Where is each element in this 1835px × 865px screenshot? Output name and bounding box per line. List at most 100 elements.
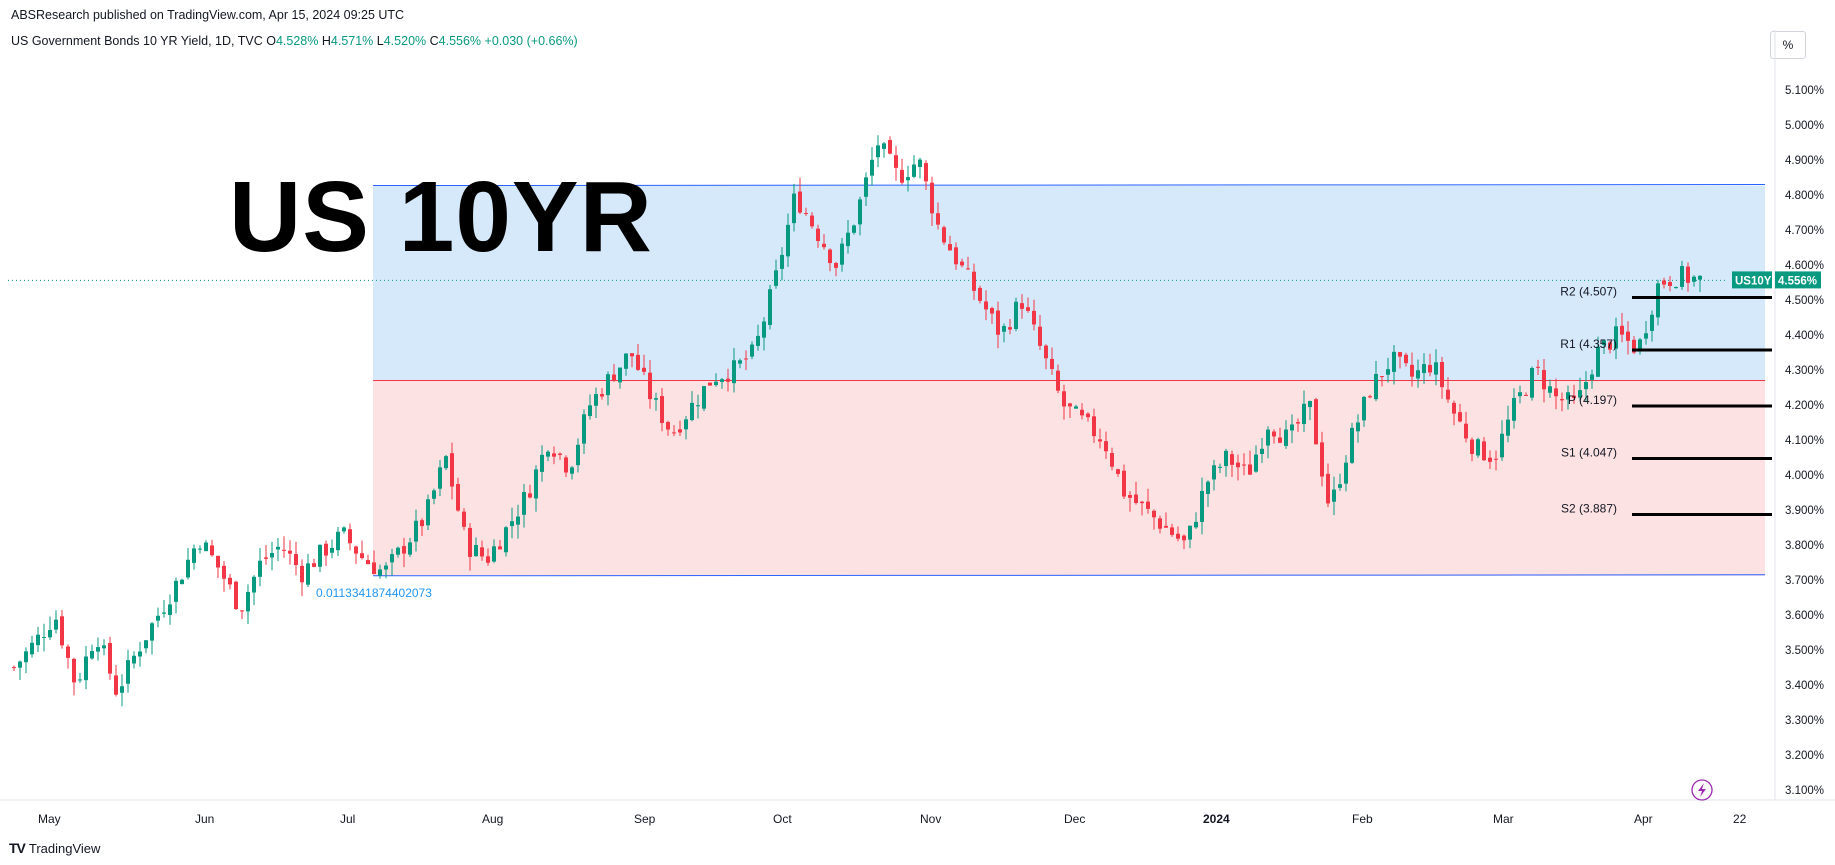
ohlc-high-key: H — [321, 34, 331, 48]
candle-body — [342, 527, 346, 532]
y-tick-label: 4.000% — [1785, 470, 1824, 482]
candle-body — [384, 565, 388, 570]
candle-body — [1296, 422, 1300, 424]
x-tick-label: Oct — [773, 812, 792, 826]
candle-body — [462, 511, 466, 527]
candle-body — [696, 405, 700, 407]
candle-body — [192, 548, 196, 563]
candle-body — [1476, 439, 1480, 456]
candle-body — [1446, 389, 1450, 400]
candle-body — [756, 335, 760, 346]
candle-body — [1680, 266, 1684, 287]
candle-body — [954, 247, 958, 265]
candle-body — [624, 353, 628, 369]
candle-body — [1392, 351, 1396, 372]
candle-body — [366, 560, 370, 565]
y-tick-label: 4.500% — [1785, 295, 1824, 307]
candle-body — [312, 563, 316, 567]
candle-body — [1350, 427, 1354, 463]
candle-body — [996, 310, 1000, 335]
x-tick-label: 22 — [1733, 812, 1747, 826]
candle-body — [558, 453, 562, 455]
candle-body — [840, 243, 844, 265]
candle-body — [888, 140, 892, 154]
candle-body — [354, 546, 358, 554]
candle-body — [720, 379, 724, 382]
y-tick-label: 4.300% — [1785, 365, 1824, 377]
candle-body — [834, 262, 838, 268]
candle-body — [816, 228, 820, 241]
candle-body — [336, 531, 340, 551]
candle-body — [1242, 464, 1246, 466]
pivot-label-1: R1 (4.357) — [1560, 337, 1617, 351]
candle-body — [960, 261, 964, 266]
candle-body — [1362, 396, 1366, 421]
candle-body — [144, 640, 148, 649]
candle-body — [330, 547, 334, 553]
candle-body — [1020, 303, 1024, 309]
candle-body — [498, 546, 502, 550]
candle-body — [306, 563, 310, 585]
candle-body — [126, 660, 130, 684]
candle-body — [1644, 333, 1648, 339]
candles-layer — [12, 135, 1702, 707]
candle-body — [678, 429, 682, 433]
x-tick-label: Jun — [195, 812, 214, 826]
pivots-layer: R2 (4.507) R1 (4.357) P (4.197) S1 (4.047) S… — [1560, 285, 1772, 517]
candle-body — [564, 457, 568, 473]
candle-body — [648, 372, 652, 400]
candle-body — [1638, 339, 1642, 351]
y-tick-label: 4.800% — [1785, 190, 1824, 202]
candle-body — [1440, 362, 1444, 388]
candle-body — [180, 579, 184, 585]
candle-body — [1332, 489, 1336, 502]
candle-body — [1182, 535, 1186, 541]
candle-body — [1374, 374, 1378, 400]
candle-body — [1398, 352, 1402, 357]
candle-body — [1272, 431, 1276, 437]
candle-body — [1518, 392, 1522, 397]
candle-body — [1074, 406, 1078, 409]
axis-layer: 5.100% 5.000% 4.900% 4.800% 4.700% 4.600% 4.50… — [0, 30, 1835, 826]
last-symbol-tag — [1732, 271, 1772, 289]
candle-body — [1080, 409, 1084, 416]
candle-body — [1230, 454, 1234, 465]
candle-body — [1128, 494, 1132, 498]
ohlc-high-value: 4.571% — [330, 34, 374, 48]
candle-body — [1254, 454, 1258, 472]
candle-body — [480, 547, 484, 557]
candle-body — [618, 367, 622, 383]
candle-body — [252, 576, 256, 593]
candle-body — [1338, 484, 1342, 488]
candle-body — [546, 451, 550, 457]
candle-body — [846, 232, 850, 247]
candle-body — [1062, 391, 1066, 407]
candle-body — [1014, 301, 1018, 330]
candle-body — [378, 569, 382, 576]
symbol-name[interactable]: US Government Bonds 10 YR Yield, 1D, TVC — [11, 34, 263, 48]
candle-body — [1044, 345, 1048, 359]
candle-body — [60, 616, 64, 646]
candle-body — [1608, 342, 1612, 350]
candle-body — [348, 529, 352, 544]
x-tick-label: Mar — [1493, 812, 1514, 826]
candle-body — [714, 381, 718, 386]
candle-body — [66, 646, 70, 658]
percent-scale-button[interactable]: % — [1770, 31, 1806, 59]
candle-body — [894, 155, 898, 168]
candle-body — [150, 623, 154, 641]
candle-body — [1380, 376, 1384, 378]
candle-body — [582, 414, 586, 444]
candle-body — [1320, 442, 1324, 477]
candle-body — [234, 581, 238, 610]
candle-body — [906, 177, 910, 181]
candle-body — [414, 520, 418, 542]
footer-brand[interactable]: TV TradingView — [9, 840, 100, 856]
candle-body — [924, 163, 928, 182]
last-symbol-text: US10Y — [1735, 275, 1772, 287]
candle-body — [504, 527, 508, 553]
candle-body — [1308, 401, 1312, 408]
x-tick-label: Apr — [1634, 812, 1653, 826]
y-tick-label: 3.200% — [1785, 750, 1824, 762]
